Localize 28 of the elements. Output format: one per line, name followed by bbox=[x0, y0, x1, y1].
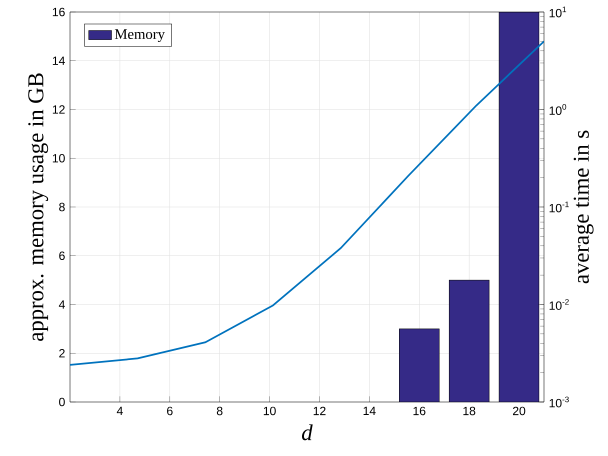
y-tick-label: 4 bbox=[58, 300, 65, 309]
y2-tick-label: 10$^{1}$ bbox=[550, 6, 566, 18]
x-tick-label: 8 bbox=[216, 406, 222, 416]
y-tick-label: 0 bbox=[59, 398, 65, 406]
x-tick-label: 20 bbox=[512, 406, 526, 416]
x-tick-label: 16 bbox=[414, 406, 426, 416]
y-tick-label: 2 bbox=[59, 349, 65, 358]
x-tick-label: 18 bbox=[463, 406, 476, 416]
x-tick-label: 4 bbox=[116, 406, 123, 415]
x-tick-label: 14 bbox=[364, 406, 376, 415]
y2-tick-label: 10$^{-1}$ bbox=[550, 202, 569, 212]
y-tick-label: 14 bbox=[52, 56, 65, 65]
line-series bbox=[70, 40, 544, 366]
y-tick-label: 10 bbox=[52, 154, 65, 162]
y-tick-label: 12 bbox=[52, 105, 65, 114]
y-tick-label: 8 bbox=[59, 202, 65, 212]
x-tick-label: 12 bbox=[314, 406, 326, 416]
y-tick-label: 16 bbox=[52, 8, 65, 16]
y2-tick-label: 10$^{-2}$ bbox=[550, 299, 569, 310]
legend-label: Memory bbox=[114, 29, 165, 42]
y2-axis-title: average time in s bbox=[574, 130, 594, 284]
y2-tick-label: 10$^{-3}$ bbox=[550, 396, 569, 408]
x-axis-title: d bbox=[302, 424, 313, 440]
y-axis-title: approx. memory usage in GB bbox=[28, 73, 48, 341]
y-tick-label: 6 bbox=[59, 251, 65, 260]
y2-tick-label: 10$^{0}$ bbox=[550, 104, 566, 115]
x-tick-label: 10 bbox=[264, 406, 276, 416]
x-tick-label: 6 bbox=[167, 406, 173, 416]
